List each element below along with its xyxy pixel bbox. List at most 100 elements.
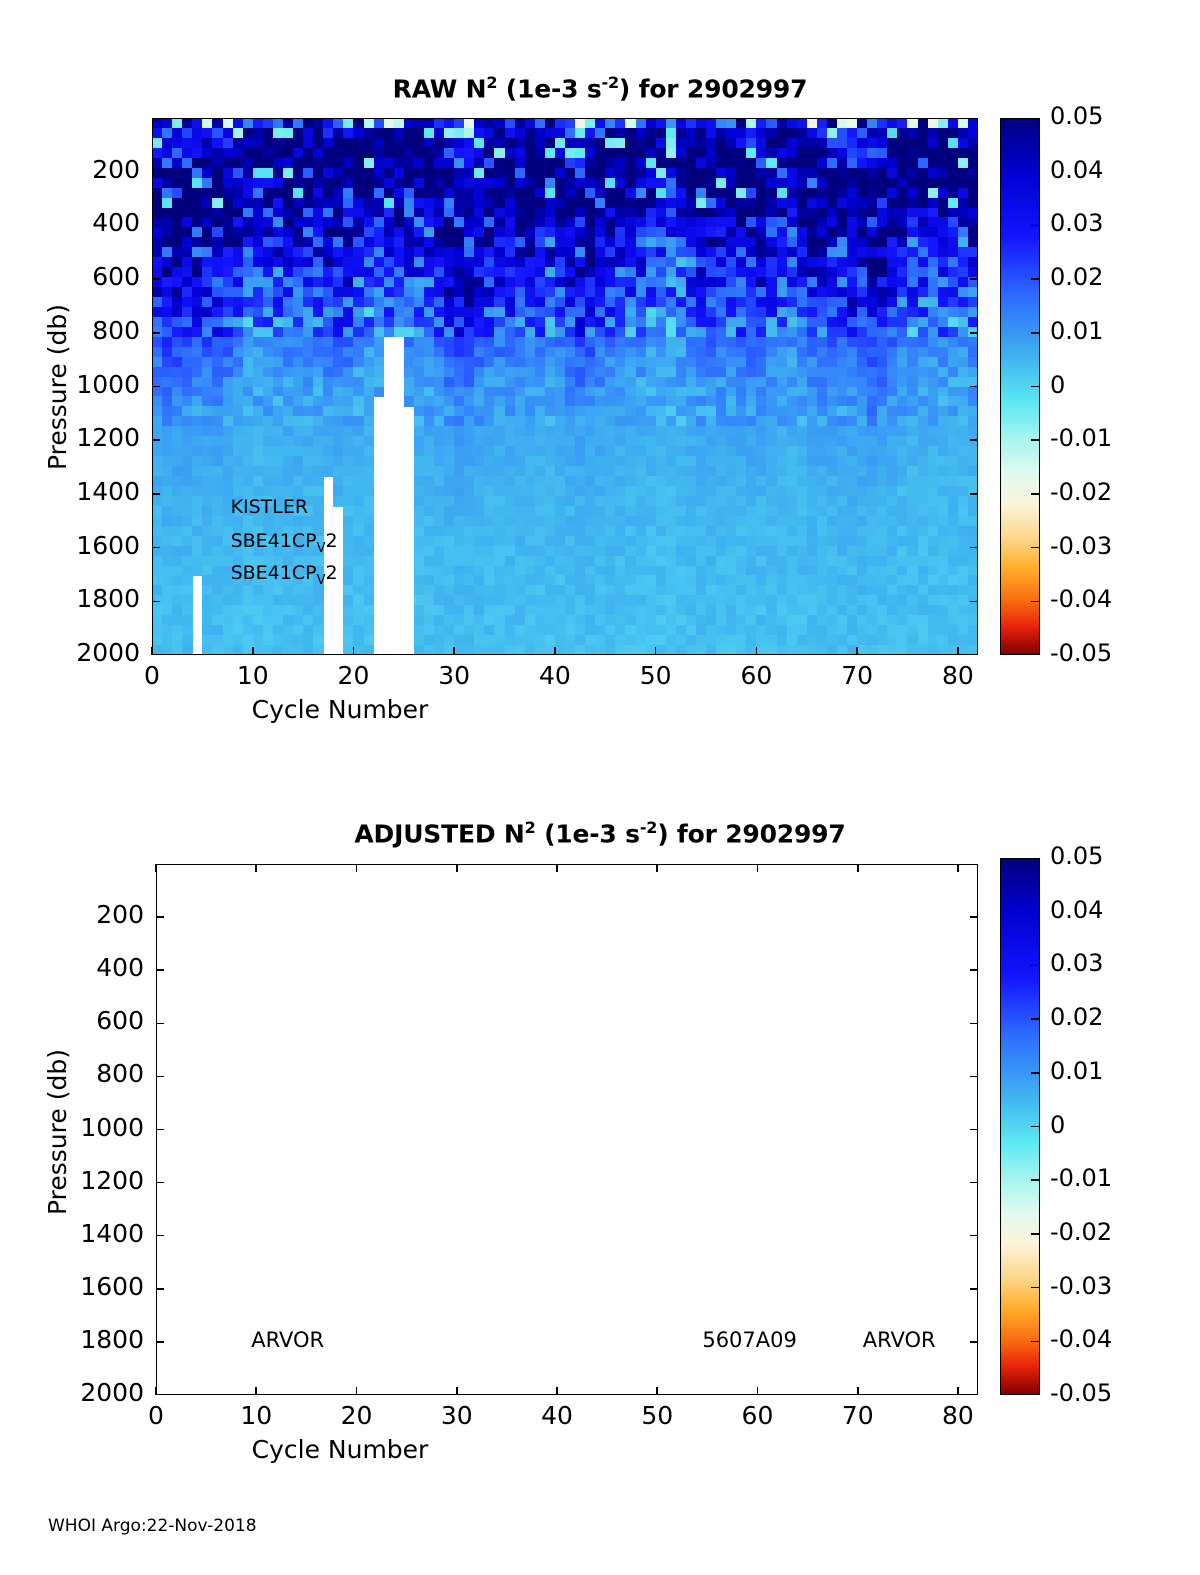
- heatmap-cell: [887, 555, 899, 567]
- heatmap-cell: [645, 396, 657, 408]
- heatmap-cell: [333, 356, 345, 368]
- heatmap-cell: [726, 476, 737, 487]
- heatmap-cell: [736, 386, 747, 398]
- heatmap-cell: [726, 197, 737, 209]
- heatmap-cell: [887, 545, 899, 557]
- heatmap-cell: [947, 336, 959, 348]
- heatmap-cell: [947, 356, 959, 368]
- heatmap-cell: [826, 306, 838, 318]
- heatmap-cell: [303, 535, 314, 547]
- heatmap-cell: [776, 545, 788, 557]
- heatmap-cell: [444, 515, 455, 527]
- heatmap-cell: [373, 217, 385, 229]
- heatmap-cell: [685, 217, 697, 229]
- heatmap-cell: [695, 217, 707, 229]
- heatmap-cell: [484, 137, 496, 149]
- heatmap-cell: [645, 535, 657, 547]
- heatmap-cell: [494, 167, 506, 179]
- heatmap-cell: [293, 366, 304, 378]
- heatmap-cell: [605, 625, 617, 636]
- heatmap-cell: [434, 247, 445, 258]
- heatmap-cell: [796, 197, 808, 209]
- heatmap-cell: [726, 575, 737, 587]
- heatmap-cell: [524, 316, 536, 328]
- heatmap-cell: [645, 336, 657, 348]
- heatmap-cell: [363, 167, 375, 179]
- heatmap-cell: [162, 476, 173, 487]
- heatmap-cell: [464, 555, 476, 567]
- adjusted-heatmap[interactable]: [156, 864, 978, 1395]
- heatmap-cell: [645, 257, 657, 268]
- heatmap-cell: [786, 297, 798, 308]
- heatmap-cell: [474, 356, 486, 368]
- heatmap-cell: [282, 396, 294, 408]
- heatmap-cell: [575, 197, 586, 209]
- heatmap-cell: [323, 416, 334, 427]
- heatmap-cell: [192, 326, 204, 338]
- heatmap-cell: [937, 157, 949, 169]
- adjusted-axes[interactable]: [156, 864, 978, 1395]
- raw-heatmap[interactable]: [152, 118, 978, 655]
- colorbar-tick-mark: [1031, 964, 1040, 967]
- heatmap-cell: [222, 247, 234, 258]
- annotation-subscript: V: [316, 540, 326, 556]
- heatmap-cell: [615, 177, 627, 189]
- heatmap-cell: [484, 277, 496, 288]
- heatmap-cell: [353, 635, 365, 646]
- heatmap-cell: [786, 346, 798, 358]
- heatmap-cell: [847, 207, 858, 219]
- heatmap-cell: [474, 505, 486, 517]
- heatmap-cell: [504, 436, 516, 447]
- heatmap-cell: [172, 436, 183, 447]
- x-tick-label: 70: [841, 1401, 874, 1430]
- heatmap-cell: [575, 635, 586, 646]
- heatmap-cell: [766, 316, 778, 328]
- heatmap-cell: [756, 267, 768, 278]
- heatmap-cell: [706, 565, 717, 577]
- heatmap-cell: [887, 237, 899, 248]
- heatmap-cell: [655, 118, 667, 129]
- heatmap-cell: [454, 386, 465, 398]
- heatmap-cell: [645, 197, 657, 209]
- heatmap-cell: [847, 157, 858, 169]
- heatmap-cell: [474, 217, 486, 229]
- heatmap-cell: [645, 446, 657, 457]
- heatmap-cell: [615, 297, 627, 308]
- heatmap-cell: [212, 277, 224, 288]
- heatmap-cell: [413, 466, 425, 477]
- heatmap-cell: [202, 287, 214, 298]
- heatmap-cell: [232, 137, 244, 149]
- heatmap-cell: [847, 605, 858, 616]
- heatmap-cell: [494, 525, 506, 537]
- heatmap-cell: [423, 217, 435, 229]
- heatmap-cell: [766, 485, 778, 497]
- heatmap-cell: [585, 595, 596, 606]
- y-tick-label: 800: [96, 1059, 144, 1089]
- heatmap-cell: [766, 297, 778, 308]
- heatmap-cell: [343, 118, 355, 129]
- heatmap-cell: [625, 177, 637, 189]
- heatmap-cell: [494, 326, 506, 338]
- heatmap-cell: [494, 336, 506, 348]
- heatmap-cell: [575, 406, 586, 418]
- heatmap-cell: [434, 535, 445, 547]
- heatmap-cell: [917, 157, 929, 169]
- heatmap-cell: [152, 525, 163, 537]
- heatmap-cell: [282, 217, 294, 229]
- heatmap-cell: [847, 326, 858, 338]
- heatmap-cell: [716, 227, 727, 239]
- heatmap-cell: [212, 247, 224, 258]
- heatmap-cell: [746, 625, 758, 636]
- heatmap-cell: [796, 157, 808, 169]
- heatmap-cell: [847, 257, 858, 268]
- heatmap-cell: [947, 197, 959, 209]
- heatmap-cell: [222, 615, 234, 626]
- heatmap-cell: [262, 217, 274, 229]
- heatmap-cell: [423, 545, 435, 557]
- heatmap-cell: [595, 316, 606, 328]
- heatmap-cell: [716, 356, 727, 368]
- heatmap-cell: [847, 515, 858, 527]
- heatmap-cell: [625, 366, 637, 378]
- heatmap-cell: [504, 545, 516, 557]
- heatmap-cell: [494, 635, 506, 646]
